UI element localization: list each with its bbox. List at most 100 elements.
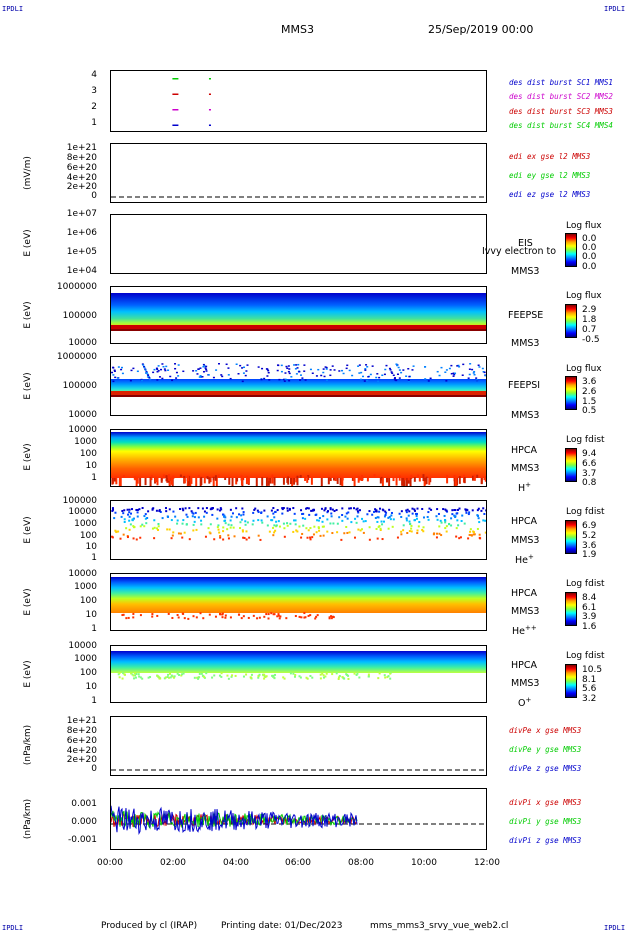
- feepsi-count-pixel: [436, 370, 439, 373]
- feepse-ytick: 100000: [62, 311, 97, 321]
- feepsi-count-pixel: [141, 379, 144, 382]
- corner-label-tr: IPDLI: [604, 5, 626, 13]
- hpca-he-count-pixel: [312, 533, 315, 536]
- hpca-he-count-pixel: [315, 531, 318, 534]
- hpca-he-count-pixel: [241, 529, 244, 532]
- feepsi-count-pixel: [367, 376, 370, 378]
- hpca-he-count-pixel: [253, 508, 256, 511]
- feepsi-count-pixel: [400, 371, 403, 374]
- hpca-he-count-pixel: [307, 507, 310, 510]
- hpca-h-fringe-pixel: [373, 474, 376, 477]
- feepsi-count-pixel: [246, 364, 249, 366]
- feepse-ytick: 10000: [68, 338, 97, 348]
- hpca-hepp-fringe-pixel: [238, 613, 241, 616]
- feepsi-count-pixel: [203, 365, 206, 367]
- hpca-he-count-pixel: [268, 530, 271, 533]
- edi-ytick: 6e+20: [66, 163, 97, 173]
- hpca-he-count-pixel: [259, 538, 262, 541]
- hpca-he-count-pixel: [330, 512, 333, 515]
- feepsi-count-pixel: [486, 378, 487, 380]
- feepsi-count-pixel: [351, 374, 354, 377]
- hpca-he-count-pixel: [415, 514, 418, 517]
- hpca-he-count-pixel: [292, 530, 295, 533]
- hpca-he-count-pixel: [336, 531, 339, 534]
- feepse-ytick: 1000000: [56, 282, 97, 292]
- hpca-he-count-pixel: [396, 536, 399, 539]
- hpca-he-count-pixel: [382, 520, 385, 523]
- feepsi-count-pixel: [243, 366, 246, 369]
- hpca-he-count-pixel: [245, 530, 248, 533]
- hpca-he-count-pixel: [435, 536, 438, 539]
- hpca-he-count-pixel: [405, 509, 408, 512]
- hpca-he-count-pixel: [402, 529, 405, 532]
- hpca-he-count-pixel: [257, 519, 260, 522]
- feepsi-count-pixel: [288, 379, 291, 382]
- hpca-h-flux-band: [111, 432, 486, 478]
- hpca-o-cbar-value: 8.1: [582, 675, 597, 685]
- hpca-he-count-pixel: [448, 523, 451, 526]
- hpca-he-count-pixel: [126, 508, 129, 511]
- hpca-he-count-pixel: [306, 507, 309, 510]
- hpca-o-count-pixel: [178, 673, 181, 676]
- hpca-h-fringe-pixel: [273, 477, 276, 486]
- feepsi-count-pixel: [296, 367, 299, 369]
- hpca-he-count-pixel: [229, 526, 232, 529]
- hpca-he-count-pixel: [413, 508, 416, 511]
- feepsi-ylabel: E (eV): [23, 372, 33, 400]
- hpca-hepp-fringe-pixel: [221, 612, 224, 615]
- hpca-hepp-flux-band: [111, 577, 486, 613]
- hpca-he-count-pixel: [466, 509, 469, 512]
- hpca-h-instrument-label: HPCA: [511, 445, 538, 456]
- hpca-o-count-pixel: [147, 676, 150, 679]
- hpca-he-count-pixel: [321, 520, 324, 523]
- hpca-o-ytick: 10000: [68, 641, 97, 651]
- panel-feepsi: [110, 356, 487, 416]
- hpca-he-count-pixel: [368, 538, 371, 541]
- hpca-h-fringe-pixel: [336, 478, 339, 484]
- x-tick-label: 10:00: [411, 858, 437, 868]
- hpca-he-count-pixel: [376, 537, 379, 540]
- hpca-he-count-pixel: [389, 518, 392, 521]
- feepsi-count-pixel: [427, 380, 430, 382]
- feepsi-count-pixel: [143, 365, 146, 368]
- feepsi-count-pixel: [165, 365, 168, 368]
- hpca-he-count-pixel: [117, 530, 120, 533]
- hpca-hepp-fringe-pixel: [224, 616, 227, 619]
- hpca-he-count-pixel: [111, 507, 114, 510]
- legend-divpe-y: divPe y gse MMS3: [509, 745, 582, 754]
- hpca-he-count-pixel: [293, 512, 296, 515]
- feepsi-count-pixel: [156, 379, 159, 381]
- hpca-hepp-fringe-pixel: [314, 617, 317, 620]
- hpca-o-count-pixel: [220, 675, 223, 678]
- feepsi-count-pixel: [241, 367, 244, 369]
- hpca-he-count-pixel: [465, 511, 468, 514]
- feepsi-count-pixel: [468, 373, 471, 376]
- hpca-he-count-pixel: [133, 526, 136, 529]
- feepsi-count-pixel: [155, 367, 158, 370]
- hpca-he-count-pixel: [139, 536, 142, 539]
- feepsi-count-pixel: [325, 379, 328, 381]
- feepsi-count-pixel: [280, 370, 283, 373]
- hpca-h-fringe-pixel: [392, 476, 395, 482]
- hpca-hepp-cbar-value: 3.9: [582, 612, 597, 622]
- hpca-he-count-pixel: [331, 508, 334, 511]
- hpca-he-count-pixel: [406, 532, 409, 535]
- hpca-he-species-label: He+: [515, 553, 534, 567]
- feepsi-count-pixel: [445, 380, 448, 382]
- hpca-he-count-pixel: [114, 511, 117, 514]
- hpca-he-count-pixel: [408, 520, 411, 523]
- hpca-he-count-pixel: [128, 519, 131, 522]
- hpca-he-count-pixel: [407, 514, 410, 517]
- feepsi-count-pixel: [202, 365, 205, 368]
- hpca-he-count-pixel: [454, 509, 457, 512]
- feepsi-count-pixel: [366, 379, 369, 382]
- hpca-he-count-pixel: [473, 533, 476, 536]
- hpca-he-count-pixel: [467, 513, 470, 516]
- hpca-h-fringe-pixel: [206, 476, 209, 480]
- hpca-he-ytick: 10000: [68, 507, 97, 517]
- hpca-he-count-pixel: [469, 528, 472, 531]
- feepsi-count-pixel: [295, 373, 298, 375]
- hpca-hepp-fringe-pixel: [247, 616, 250, 619]
- hpca-he-ytick: 1000: [74, 519, 97, 529]
- hpca-he-count-pixel: [346, 531, 349, 534]
